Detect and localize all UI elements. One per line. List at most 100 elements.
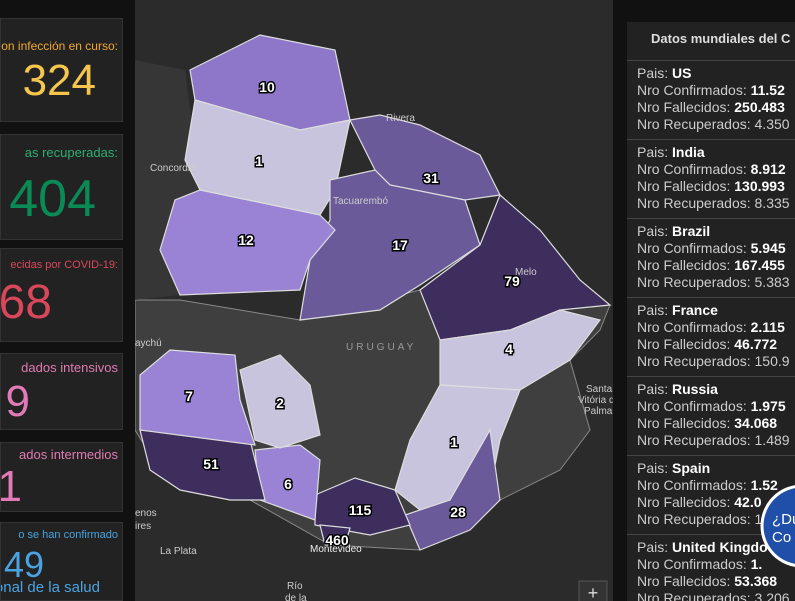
card-value: 49 [3,544,44,585]
field-label: Pais: [637,460,669,476]
entry-line: Nro Fallecidos: 34.068 [637,415,795,432]
field-label: Nro Recuperados: [637,590,751,601]
field-label: Pais: [637,381,669,397]
entry-line: Pais: Spain [637,460,795,477]
card-footer: onal de la salud [0,579,100,596]
field-label: Nro Recuperados: [637,195,751,211]
card-label: on infección en curso: [1,39,118,53]
place-label: Montevideo [310,544,362,555]
entry-line: Nro Recuperados: 4.350 [637,116,795,133]
field-value: 46.772 [734,336,778,352]
field-label: Nro Fallecidos: [637,415,731,431]
field-label: Nro Confirmados: [637,82,747,98]
entry-line: Nro Recuperados: 3.206 [637,590,795,601]
place-label: Santa [586,384,613,395]
country-entry: Pais: United Kingdo Nro Confirmados: 1. Nr… [627,534,795,601]
field-value: 130.993 [734,178,785,194]
field-label: Nro Fallecidos: [637,178,731,194]
dept-count: 460 [325,532,349,548]
place-label: Rivera [386,113,415,124]
entry-line: Nro Recuperados: 8.335 [637,195,795,212]
field-value: United Kingdo [672,539,768,555]
entry-line: Pais: US [637,65,795,82]
dept-count: 115 [349,502,372,518]
field-label: Nro Fallecidos: [637,257,731,273]
entry-line: Nro Confirmados: 1.52 [637,477,795,494]
card-label: as recuperadas: [24,145,118,160]
entry-line: Nro Fallecidos: 130.993 [637,178,795,195]
place-label: de la [285,593,307,601]
field-label: 8.335 [754,195,790,211]
field-label: Nro Confirmados: [637,477,747,493]
zoom-label[interactable]: + [588,583,599,601]
field-value: 1.52 [750,477,778,493]
card: ados intermedios 1 [0,442,123,512]
card: ecidas por COVID-19: 68 [0,248,123,342]
field-label: Pais: [637,539,669,555]
field-label: Nro Fallecidos: [637,336,731,352]
place-label: enos [135,508,157,519]
field-value: Spain [672,460,711,476]
entry-line: Nro Fallecidos: 53.368 [637,573,795,590]
entry-line: Nro Fallecidos: 42.0 [637,494,795,511]
field-value: 1. [750,556,763,572]
place-label: La Plata [160,546,197,557]
dept-count: 1 [255,153,263,169]
dept-count: 7 [185,388,193,404]
country-entry: Pais: US Nro Confirmados: 11.52 Nro Fallec… [627,60,795,133]
help-text[interactable]: ¿Du [772,511,795,528]
field-label: Nro Confirmados: [637,556,747,572]
map: 10 1 31 17 12 79 4 1 28 115 460 6 51 7 2… [135,0,613,601]
card: on infección en curso: 324 [0,18,123,122]
country-entry: Pais: India Nro Confirmados: 8.912 Nro Fal… [627,139,795,212]
dept-count: 1 [450,434,458,450]
card-value: 324 [22,56,96,105]
field-label: 1 [754,511,763,527]
dept-count: 79 [504,273,520,289]
dept-count: 51 [203,456,219,472]
country-entry: Pais: Spain Nro Confirmados: 1.52 Nro Fall… [627,455,795,528]
field-label: Nro Confirmados: [637,161,747,177]
card-value: 68 [0,276,52,329]
place-label: Concordia [150,163,196,174]
place-label: ires [135,521,151,532]
entry-line: Nro Confirmados: 2.115 [637,319,795,336]
card-value: 1 [1,465,22,509]
entry-line: Nro Confirmados: 11.52 [637,82,795,99]
place-label: Río [287,581,303,592]
field-label: Nro Fallecidos: [637,573,731,589]
dept-count: 31 [423,170,439,186]
field-value: 2.115 [750,319,785,335]
entry-line: Nro Recuperados: 5.383 [637,274,795,291]
entry-line: Nro Confirmados: 5.945 [637,240,795,257]
zoom-button[interactable] [578,580,608,601]
help-bubble[interactable]: ¿Du Co [760,478,795,578]
place-label: aychú [135,338,162,349]
field-value: France [672,302,718,318]
place-label: Melo [515,267,537,278]
dept-count: 4 [505,341,513,357]
field-value: Russia [672,381,718,397]
field-label: Nro Fallecidos: [637,494,731,510]
field-value: 53.368 [734,573,778,589]
entry-line: Nro Fallecidos: 167.455 [637,257,795,274]
field-label: Pais: [637,302,669,318]
field-value: 167.455 [734,257,785,273]
entry-line: Pais: Russia [637,381,795,398]
field-label: Nro Recuperados: [637,432,751,448]
dept-count: 12 [238,232,254,248]
field-label: Pais: [637,65,669,81]
field-value: Brazil [672,223,711,239]
field-label: Nro Confirmados: [637,398,747,414]
field-label: Pais: [637,223,669,239]
card-value: 9 [5,377,30,426]
field-label: Nro Recuperados: [637,274,751,290]
entry-line: Nro Confirmados: 1. [637,556,795,573]
panel-title: Datos mundiales del C [651,31,791,46]
field-label: Nro Recuperados: [637,353,751,369]
dept-count: 17 [392,237,408,253]
field-label: Nro Fallecidos: [637,99,731,115]
dept-count: 2 [276,395,284,411]
help-text[interactable]: Co [772,529,791,546]
country-entry: Pais: France Nro Confirmados: 2.115 Nro Fa… [627,297,795,370]
